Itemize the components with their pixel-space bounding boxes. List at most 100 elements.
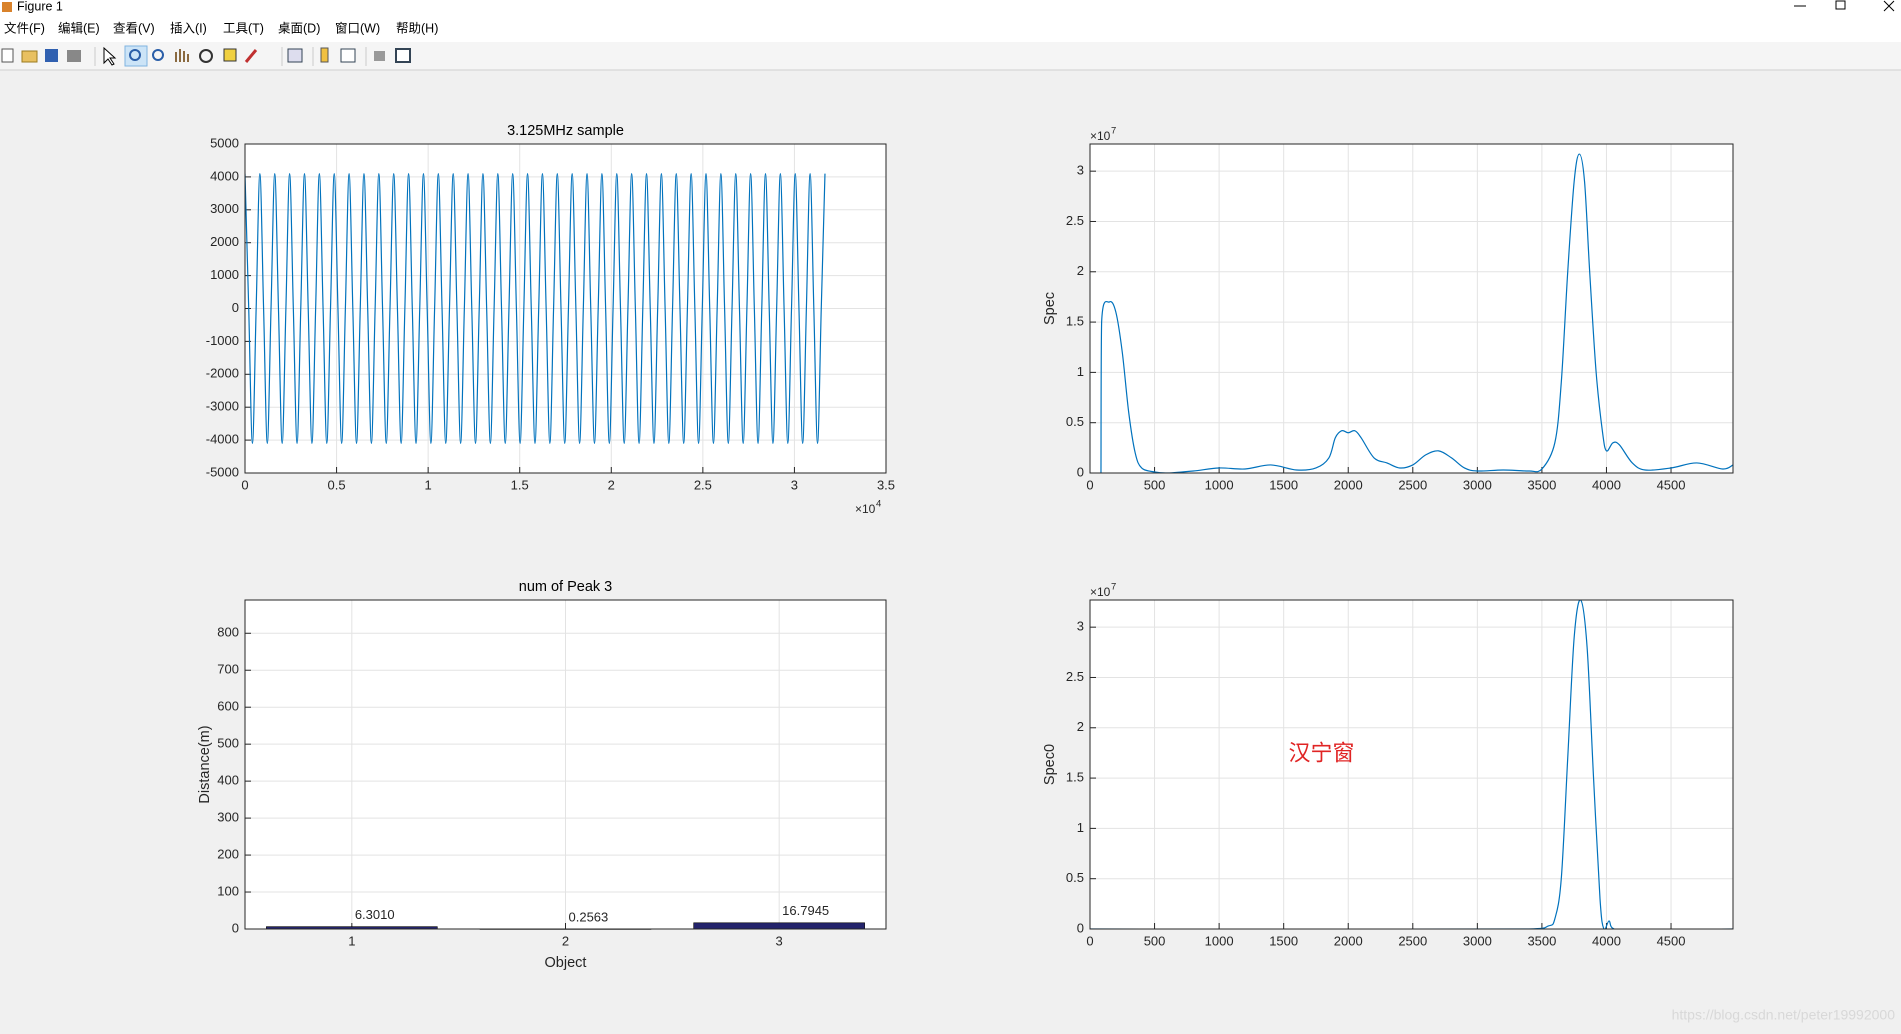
open-button[interactable] [21,50,38,63]
y-tick-label: 3 [1077,163,1084,178]
menu-item[interactable]: 编辑(E) [58,20,100,35]
axes-box [1089,599,1734,930]
rotate-button[interactable] [199,49,213,63]
y-tick-label: 400 [217,773,239,788]
menu-item[interactable]: 插入(I) [170,21,207,35]
x-tick-label: 2 [562,933,569,948]
menu-item[interactable]: 工具(T) [223,21,264,35]
zoom-in-button[interactable] [124,45,148,67]
x-tick-label: 0 [1086,477,1093,492]
x-tick-label: 1.5 [511,477,529,492]
brush-button[interactable] [244,49,258,63]
menu-item[interactable]: 桌面(D) [278,21,320,35]
x-multiplier-power: 4 [876,499,881,510]
watermark: https://blog.csdn.net/peter19992000 [1672,1007,1896,1023]
x-tick-label: 4000 [1592,477,1621,492]
y-axis-label: Spec0 [1042,744,1058,785]
zoom-in-icon [129,49,141,61]
y-tick-label: 1 [1077,364,1084,379]
x-tick-label: 2000 [1334,477,1363,492]
value-label: 6.3010 [355,907,395,922]
y-tick-label: 700 [217,662,239,677]
x-tick-label: 1500 [1269,477,1298,492]
menu-item[interactable]: 窗口(W) [335,21,380,35]
chart-title: num of Peak 3 [519,579,613,595]
toolbar-buttons [1,45,411,67]
data-line [1090,600,1733,929]
value-label: 0.2563 [569,909,609,924]
x-tick-label: 2500 [1398,477,1427,492]
y-tick-label: 1 [1077,820,1084,835]
app-icon [2,2,12,12]
x-tick-label: 3500 [1527,933,1556,948]
x-tick-label: 2 [608,477,615,492]
save-button[interactable] [45,49,58,62]
x-tick-label: 4500 [1657,933,1686,948]
plot-area [1090,144,1733,473]
axes: 1 2 3 0 100 200 300 400 500 600 700 800 6.3010 0.2563… [197,579,887,971]
y-tick-label: 2 [1077,719,1084,734]
x-multiplier: ×10 [855,502,876,516]
close-button[interactable] [1883,0,1895,12]
y-tick-label: 100 [217,883,239,898]
y-tick-label: -4000 [206,432,239,447]
y-tick-label: -3000 [206,399,239,414]
zoom-out-button[interactable] [152,49,164,61]
x-tick-label: 0 [1086,933,1093,948]
x-tick-label: 3 [776,933,783,948]
y-tick-label: 4000 [210,168,239,183]
data-line [1100,153,1733,473]
pointer-button[interactable] [103,46,117,66]
menu-item[interactable]: 文件(F) [4,20,45,35]
axes-box [244,143,887,474]
restore-button[interactable] [1835,0,1846,10]
y-multiplier-power: 7 [1111,126,1116,137]
link-button[interactable] [287,48,303,63]
y-tick-label: 2.5 [1066,213,1084,228]
pan-button[interactable] [175,49,189,62]
x-tick-label: 0.5 [328,477,346,492]
colorbar-button[interactable] [320,47,329,63]
x-tick-label: 2.5 [694,477,712,492]
axes: 0 0.5 1 1.5 2 2.5 3 3.5 -5000 -4000 -3000 -2000 -100… [206,123,895,516]
y-tick-label: 1.5 [1066,770,1084,785]
y-tick-label: 800 [217,625,239,640]
title-bar [0,0,1901,16]
show-tools-button[interactable] [395,48,411,63]
axes-box [244,599,887,930]
y-tick-label: 0 [1077,920,1084,935]
y-tick-label: 0 [232,300,239,315]
y-axis-label: Spec [1042,292,1058,325]
new-button[interactable] [1,48,14,63]
y-tick-label: 0 [232,920,239,935]
y-tick-label: -2000 [206,366,239,381]
axes-box [1089,143,1734,474]
print-button[interactable] [67,50,81,62]
y-tick-label: -5000 [206,464,239,479]
plot-area [1090,600,1733,929]
x-tick-label: 1 [348,933,355,948]
window-title: Figure 1 [17,0,63,13]
y-tick-label: 2000 [210,234,239,249]
chart-title: 3.125MHz sample [507,123,624,139]
datatip-button[interactable] [223,48,237,62]
legend-button[interactable] [340,48,356,63]
x-tick-label: 3.5 [877,477,895,492]
y-tick-label: 0.5 [1066,870,1084,885]
y-tick-label: -1000 [206,333,239,348]
hide-tools-button[interactable] [374,51,385,61]
x-tick-label: 500 [1144,933,1166,948]
y-tick-label: 200 [217,847,239,862]
y-tick-label: 3 [1077,619,1084,634]
data-line [245,173,826,444]
x-tick-label: 500 [1144,477,1166,492]
menu-item[interactable]: 查看(V) [113,21,155,35]
y-multiplier: ×10 [1090,129,1111,143]
bar [693,922,865,930]
menu: 文件(F) 编辑(E) 查看(V) 插入(I) 工具(T) 桌面(D) 窗口(W… [4,20,438,35]
y-multiplier: ×10 [1090,585,1111,599]
menu-item[interactable]: 帮助(H) [396,21,438,35]
x-tick-label: 4500 [1657,477,1686,492]
axes: 0 500 1000 1500 2000 2500 3000 3500 4000 4500 0 0.5… [1042,582,1734,948]
